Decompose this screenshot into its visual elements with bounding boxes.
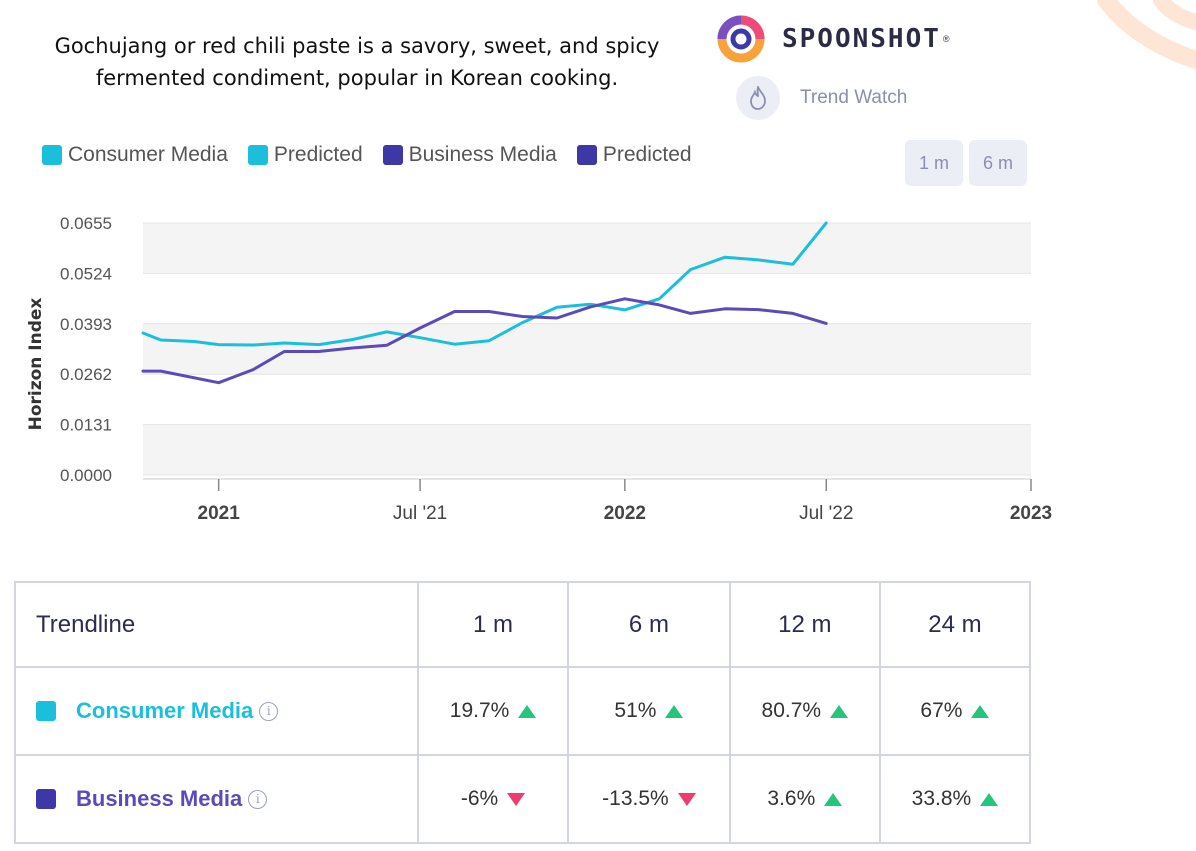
value-cell: 3.6%	[728, 754, 881, 844]
info-icon[interactable]: i	[248, 789, 268, 809]
range-selector: 1 m 6 m	[905, 140, 1033, 186]
value-cell: 51%	[567, 666, 731, 756]
row-name-consumer: Consumer Media	[76, 698, 254, 723]
x-tick-label: Jul '22	[799, 503, 853, 524]
value-cell: -13.5%	[567, 754, 731, 844]
info-icon[interactable]: i	[259, 701, 279, 721]
up-arrow-icon	[665, 704, 684, 718]
legend-swatch	[576, 145, 597, 165]
grid-band	[143, 323, 1031, 375]
trend-value: 3.6%	[767, 787, 816, 810]
y-tick-label: 0.0131	[60, 416, 112, 435]
legend-item-consumer-predicted[interactable]: Predicted	[247, 143, 363, 167]
column-header-6m: 6 m	[567, 581, 731, 668]
up-arrow-icon	[518, 704, 537, 718]
legend-swatch	[42, 145, 62, 165]
column-header-12m: 12 m	[728, 581, 881, 668]
row-name-business: Business Media	[76, 786, 243, 811]
value-cell: 33.8%	[878, 754, 1032, 844]
legend-label: Business Media	[408, 143, 557, 166]
legend-swatch	[247, 145, 268, 165]
trend-value: 51%	[614, 699, 657, 722]
legend-label: Predicted	[602, 143, 692, 166]
row-label-cell: Business Media i	[14, 754, 419, 844]
down-arrow-icon	[677, 792, 696, 806]
x-tick-label: Jul '21	[393, 503, 447, 524]
trendline-table: Trendline 1 m 6 m 12 m 24 m Consumer Med…	[14, 581, 1032, 844]
legend-label: Consumer Media	[68, 143, 228, 166]
up-arrow-icon	[971, 704, 990, 718]
legend-swatch	[382, 145, 403, 165]
grid-band	[143, 223, 1031, 274]
trend-watch[interactable]: Trend Watch	[736, 76, 907, 120]
value-cell: 67%	[878, 666, 1032, 756]
row-swatch	[36, 701, 56, 721]
y-tick-label: 0.0393	[60, 315, 112, 334]
x-tick-label: 2023	[1010, 503, 1052, 524]
legend-item-consumer[interactable]: Consumer Media	[42, 143, 228, 167]
x-tick-label: 2021	[198, 503, 241, 524]
range-6m-button[interactable]: 6 m	[969, 140, 1027, 186]
product-description: Gochujang or red chili paste is a savory…	[12, 30, 702, 94]
grid-band	[143, 424, 1031, 475]
trend-value: 19.7%	[449, 699, 510, 722]
line-chart: 0.0655 0.0524 0.0393 0.0262 0.0131 0.0000 2021…	[26, 214, 1052, 524]
chart-legend: Consumer Media Predicted Business Media …	[42, 143, 712, 167]
column-header-24m: 24 m	[878, 581, 1032, 668]
table-row-consumer: Consumer Media i 19.7% 51% 80.7% 67%	[14, 666, 1032, 756]
legend-item-business[interactable]: Business Media	[382, 143, 557, 167]
column-header-trendline: Trendline	[14, 581, 419, 668]
row-label-cell: Consumer Media i	[14, 666, 419, 756]
legend-label: Predicted	[273, 143, 363, 166]
trend-value: 67%	[920, 699, 963, 722]
y-tick-label: 0.0655	[60, 214, 112, 233]
y-tick-label: 0.0000	[60, 466, 112, 485]
legend-item-business-predicted[interactable]: Predicted	[576, 143, 692, 167]
value-cell: -6%	[416, 754, 570, 844]
trend-value: 80.7%	[761, 699, 822, 722]
up-arrow-icon	[830, 704, 849, 718]
series-line-consumer-media	[141, 221, 828, 347]
x-tick-label: 2022	[604, 503, 646, 524]
series-line-business-media	[141, 297, 828, 385]
spoonshot-logo-icon	[717, 15, 765, 63]
table-header-row: Trendline 1 m 6 m 12 m 24 m	[14, 581, 1032, 668]
brand-logo[interactable]: SPOONSHOT ®	[716, 14, 950, 64]
up-arrow-icon	[824, 792, 843, 806]
trend-value: -13.5%	[602, 787, 669, 810]
decorative-arcs	[1097, 0, 1196, 69]
trend-watch-label: Trend Watch	[800, 87, 908, 108]
up-arrow-icon	[980, 792, 999, 806]
description-line-1: Gochujang or red chili paste is a savory…	[54, 34, 660, 58]
range-1m-button[interactable]: 1 m	[905, 140, 963, 186]
value-cell: 80.7%	[728, 666, 881, 756]
y-tick-label: 0.0524	[60, 264, 112, 283]
flame-icon	[736, 76, 780, 120]
description-line-2: fermented condiment, popular in Korean c…	[95, 66, 619, 90]
trend-value: 33.8%	[911, 787, 972, 810]
down-arrow-icon	[507, 792, 526, 806]
value-cell: 19.7%	[416, 666, 570, 756]
registered-mark: ®	[942, 34, 950, 44]
table-row-business: Business Media i -6% -13.5% 3.6% 33.8%	[14, 754, 1032, 844]
brand-name: SPOONSHOT	[782, 24, 941, 54]
y-axis-label: Horizon Index	[26, 298, 46, 431]
column-header-1m: 1 m	[416, 581, 570, 668]
trend-value: -6%	[460, 787, 499, 810]
row-swatch	[36, 789, 56, 809]
y-tick-label: 0.0262	[60, 365, 112, 384]
